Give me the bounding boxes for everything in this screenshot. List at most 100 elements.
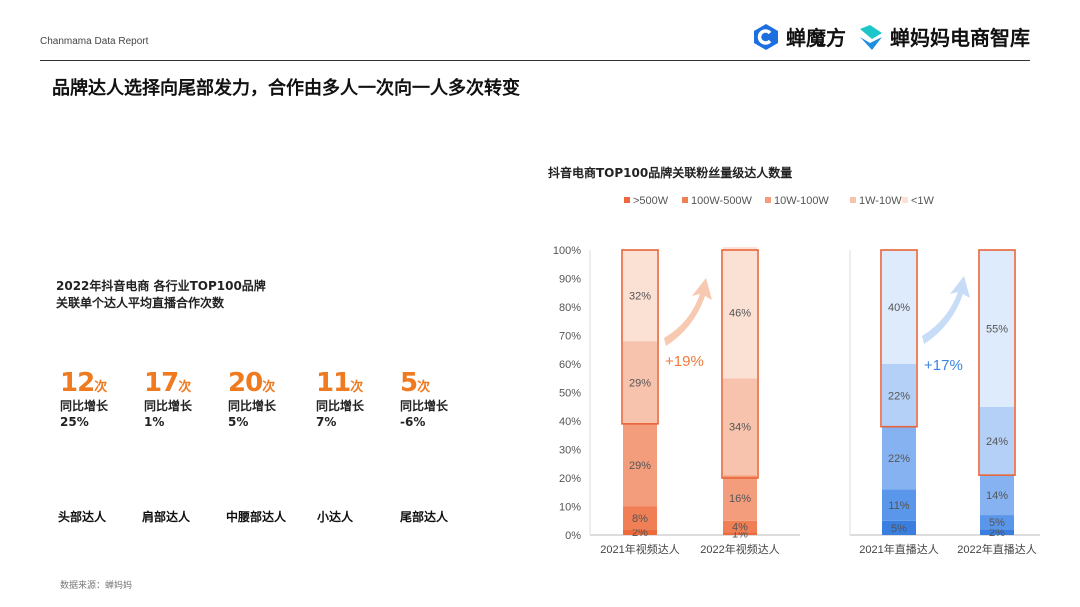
stat-value: 11 bbox=[316, 368, 351, 398]
bar-segment-label: 11% bbox=[888, 500, 909, 512]
bar-segment bbox=[980, 515, 1014, 530]
bar-segment-label: 29% bbox=[629, 460, 651, 472]
growth-annotation-live: +17% bbox=[924, 357, 963, 374]
y-tick-label: 20% bbox=[559, 473, 581, 485]
stat-yoy-label: 同比增长 bbox=[228, 399, 277, 413]
highlight-box bbox=[721, 249, 759, 479]
chanmama-logo: 蝉妈妈电商智库 bbox=[858, 22, 1030, 51]
data-source: 数据来源：蝉妈妈 bbox=[60, 581, 133, 591]
tier-label: 小达人 bbox=[317, 510, 354, 524]
y-tick-label: 0% bbox=[565, 530, 581, 542]
header-logos: 蝉魔方 蝉妈妈电商智库 bbox=[752, 22, 1030, 51]
y-tick-label: 70% bbox=[559, 331, 581, 343]
bar-segment-label: 22% bbox=[888, 390, 910, 402]
stat-tail: 5次 同比增长 -6% bbox=[400, 368, 480, 430]
x-category-label: 2022年视频达人 bbox=[700, 542, 779, 556]
bar-segment bbox=[723, 475, 757, 521]
stat-unit: 次 bbox=[262, 380, 276, 395]
page-title: 品牌达人选择向尾部发力，合作由多人一次向一人多次转变 bbox=[52, 78, 520, 99]
stat-value: 5 bbox=[400, 368, 418, 398]
stacked-bar-chart: >500W 100W-500W 10W-100W 1W-10W <1W 0% 10% 20% 3… bbox=[553, 195, 1040, 556]
legend-swatch bbox=[850, 197, 856, 203]
y-tick-label: 30% bbox=[559, 445, 581, 457]
bar-segment bbox=[723, 532, 757, 535]
x-category-label: 2022年直播达人 bbox=[957, 542, 1036, 556]
tier-label: 肩部达人 bbox=[142, 510, 191, 524]
bar-segment bbox=[623, 423, 657, 507]
bar-segment bbox=[882, 489, 916, 521]
highlight-box bbox=[880, 249, 918, 428]
bar-segment bbox=[882, 364, 916, 427]
stat-head: 12次 同比增长 25% bbox=[60, 368, 140, 430]
tier-label: 头部达人 bbox=[58, 510, 107, 524]
legend-label: <1W bbox=[911, 195, 935, 207]
left-panel-title-line1: 2022年抖音电商 各行业TOP100品牌 bbox=[56, 279, 266, 293]
growth-arrow-live bbox=[922, 276, 970, 344]
highlight-box bbox=[621, 249, 659, 425]
chanmofang-logo-icon bbox=[754, 23, 778, 50]
stat-yoy-value: -6% bbox=[400, 415, 426, 429]
bar-segment-label: 2% bbox=[632, 527, 648, 539]
bar-segment bbox=[623, 341, 657, 424]
bar-segment bbox=[723, 247, 757, 379]
tier-label: 中腰部达人 bbox=[226, 510, 287, 524]
stat-yoy-value: 25% bbox=[60, 415, 89, 429]
growth-annotation-video: +19% bbox=[665, 353, 704, 370]
bar-segment bbox=[882, 520, 916, 535]
bar-segment-label: 5% bbox=[989, 517, 1005, 529]
legend-label: 10W-100W bbox=[774, 195, 829, 207]
legend-label: >500W bbox=[633, 195, 669, 207]
growth-arrow-video bbox=[664, 278, 712, 346]
legend-swatch bbox=[765, 197, 771, 203]
legend-swatch bbox=[682, 197, 688, 203]
bar-segment bbox=[980, 529, 1014, 535]
left-panel-title-line2: 关联单个达人平均直播合作次数 bbox=[56, 296, 225, 310]
legend-swatch bbox=[902, 197, 908, 203]
logo1-text: 蝉魔方 bbox=[786, 26, 846, 50]
y-tick-label: 40% bbox=[559, 416, 581, 428]
stat-value: 20 bbox=[228, 368, 263, 398]
stat-yoy-label: 同比增长 bbox=[144, 399, 193, 413]
bar-segment bbox=[980, 475, 1014, 516]
stat-yoy-label: 同比增长 bbox=[316, 399, 365, 413]
stat-unit: 次 bbox=[94, 380, 108, 395]
y-tick-label: 50% bbox=[559, 388, 581, 400]
tier-label: 尾部达人 bbox=[400, 510, 449, 524]
y-tick-label: 60% bbox=[559, 359, 581, 371]
bar-segment-label: 8% bbox=[632, 513, 648, 525]
stat-shoulder: 17次 同比增长 1% bbox=[144, 368, 224, 430]
stat-unit: 次 bbox=[178, 380, 192, 395]
bar-segment-label: 2% bbox=[989, 527, 1005, 539]
left-panel-title: 2022年抖音电商 各行业TOP100品牌 关联单个达人平均直播合作次数 bbox=[56, 278, 266, 312]
bar-segment-label: 40% bbox=[888, 302, 910, 314]
stat-unit: 次 bbox=[350, 380, 364, 395]
chanmama-logo-icon bbox=[860, 24, 882, 50]
bar-segment-label: 4% bbox=[732, 521, 748, 533]
header-divider bbox=[40, 60, 1030, 61]
y-tick-label: 100% bbox=[553, 245, 581, 257]
bar-segment-label: 34% bbox=[729, 422, 751, 434]
stat-yoy-value: 7% bbox=[316, 415, 337, 429]
highlight-box bbox=[978, 249, 1016, 476]
bar-segment bbox=[623, 529, 657, 535]
bar-segment bbox=[980, 250, 1014, 407]
legend-swatch bbox=[624, 197, 630, 203]
stat-yoy-label: 同比增长 bbox=[60, 399, 109, 413]
chart-title: 抖音电商TOP100品牌关联粉丝量级达人数量 bbox=[548, 166, 793, 180]
bar-segment bbox=[882, 426, 916, 490]
bar-segment-label: 24% bbox=[986, 436, 1008, 448]
legend-label: 100W-500W bbox=[691, 195, 753, 207]
stat-yoy-value: 5% bbox=[228, 415, 249, 429]
bar-segment bbox=[980, 406, 1014, 476]
bar-segment-label: 46% bbox=[729, 308, 751, 320]
bar-segment bbox=[723, 378, 757, 476]
stat-value: 17 bbox=[144, 368, 179, 398]
y-tick-label: 80% bbox=[559, 302, 581, 314]
bar-segment-label: 22% bbox=[888, 453, 910, 465]
report-label: Chanmama Data Report bbox=[40, 36, 149, 47]
x-category-label: 2021年视频达人 bbox=[600, 542, 679, 556]
stat-unit: 次 bbox=[417, 380, 431, 395]
x-category-label: 2021年直播达人 bbox=[859, 542, 938, 556]
y-tick-label: 90% bbox=[559, 274, 581, 286]
logo2-text: 蝉妈妈电商智库 bbox=[890, 26, 1030, 50]
